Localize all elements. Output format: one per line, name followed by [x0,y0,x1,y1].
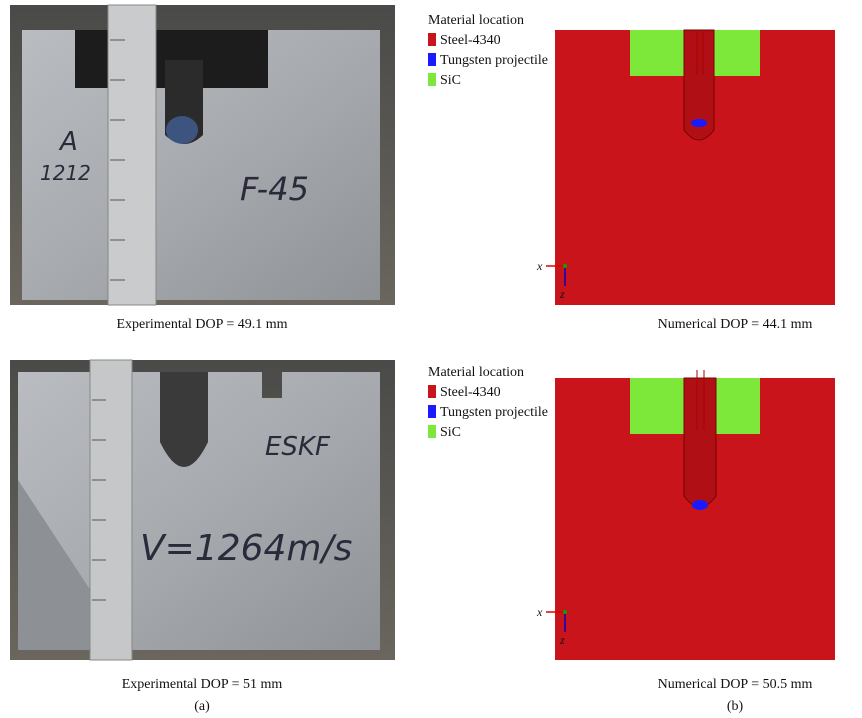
axis-label: x [536,605,543,619]
legend-swatch [428,385,436,398]
legend-label: Tungsten projectile [440,53,548,68]
figure: A 1212 F-45 Experimental DOP = 49.1 mm E… [0,0,862,718]
simulation-caption: Numerical DOP = 50.5 mm [658,677,813,692]
legend-swatch [428,33,436,46]
legend-title: Material location [428,13,524,28]
axis-label: z [559,633,565,647]
legend-swatch [428,53,436,66]
legend-title: Material location [428,365,524,380]
simulation-bottom [555,370,835,660]
panel-label: (b) [727,699,744,714]
photo-caption: Experimental DOP = 49.1 mm [116,317,287,332]
axis-label: z [559,287,565,301]
legend-swatch [428,405,436,418]
photo-marking: V=1264m/s [140,528,352,569]
legend-label: SiC [440,425,461,440]
legend-label: Steel-4340 [440,33,501,48]
photo-marking: ESKF [265,432,331,462]
panel-label: (a) [194,699,210,714]
legend-label: Steel-4340 [440,385,501,400]
legend-label: Tungsten projectile [440,405,548,420]
simulation-top [555,30,835,305]
photo-marking: 1212 [40,161,91,185]
photo-top: A 1212 F-45 [10,5,395,305]
simulation-caption: Numerical DOP = 44.1 mm [658,317,813,332]
axis-label: x [536,259,543,273]
legend-swatch [428,73,436,86]
legend-swatch [428,425,436,438]
photo-marking: F-45 [240,170,309,208]
photo-marking: A [58,127,78,157]
photo-bottom: ESKF V=1264m/s [10,360,395,660]
photo-caption: Experimental DOP = 51 mm [122,677,283,692]
legend-label: SiC [440,73,461,88]
